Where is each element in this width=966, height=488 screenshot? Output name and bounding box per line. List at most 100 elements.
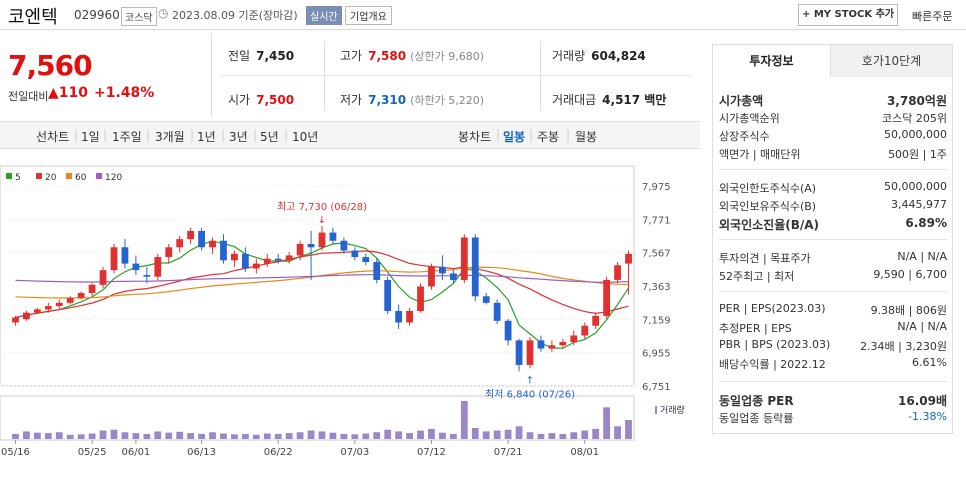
price-chart[interactable]: 5 20 60 120 7,975 7,771 7,567 7,363 7,159 6,955 6… bbox=[0, 150, 700, 485]
x-tick-label: 08/01 bbox=[570, 447, 599, 458]
info-row-label: 외국인한도주식수(A) bbox=[719, 182, 817, 195]
tab-order-book-10[interactable]: 호가10단계 bbox=[831, 45, 952, 77]
info-row-value: 3,445,977 bbox=[891, 198, 947, 211]
candle-body bbox=[428, 266, 435, 287]
tab-10year[interactable]: 10년 bbox=[292, 130, 319, 144]
info-divider bbox=[719, 169, 947, 170]
x-tick-label: 07/12 bbox=[417, 447, 446, 458]
candlestick-chart-svg: 5 20 60 120 7,975 7,771 7,567 7,363 7,159 6,955 6… bbox=[0, 165, 685, 458]
info-row: 동일업종 PER 16.09배 bbox=[719, 391, 947, 409]
tab-1year[interactable]: 1년 bbox=[197, 130, 216, 144]
volume-bar bbox=[493, 430, 501, 439]
stat-open: 시가 7,500 bbox=[228, 93, 295, 107]
y-tick-label: 7,159 bbox=[642, 315, 671, 326]
candle-body bbox=[154, 257, 162, 277]
tab-1week[interactable]: 1주일 bbox=[112, 130, 142, 144]
low-price-label: 최저 6,840 (07/26) bbox=[485, 388, 575, 400]
volume-label: 거래량 bbox=[660, 404, 685, 416]
volume-bar bbox=[449, 433, 457, 439]
tab-3month[interactable]: 3개월 bbox=[155, 130, 185, 144]
ma120-line bbox=[15, 274, 629, 283]
tab-weekly[interactable]: 주봉 bbox=[537, 130, 560, 144]
x-tick-label: 07/21 bbox=[494, 447, 523, 458]
candle-body bbox=[406, 311, 413, 323]
volume-bar bbox=[603, 407, 611, 439]
candle-body bbox=[143, 275, 151, 277]
volume-bar bbox=[12, 433, 19, 439]
candle-body bbox=[99, 270, 107, 285]
volume-bar bbox=[614, 426, 621, 439]
candle-body bbox=[515, 340, 523, 365]
info-tabs: 투자정보 호가10단계 bbox=[713, 45, 952, 77]
tab-daily[interactable]: 일봉 bbox=[503, 130, 526, 144]
candle-body bbox=[417, 286, 424, 311]
y-tick-label: 6,751 bbox=[642, 382, 671, 393]
candle-body bbox=[548, 345, 556, 349]
info-row-label: 외국인소진율(B/A) bbox=[719, 218, 820, 232]
current-price-panel: 7,560 전일대비 ▲110 +1.48% bbox=[0, 33, 212, 117]
volume-bar bbox=[77, 434, 85, 439]
candle-body bbox=[570, 335, 578, 343]
tab-3year[interactable]: 3년 bbox=[229, 130, 248, 144]
company-overview-dropdown[interactable]: 기업개요 bbox=[345, 6, 392, 25]
volume-bar bbox=[187, 433, 195, 439]
volume-bar bbox=[110, 429, 118, 439]
volume-bar bbox=[55, 432, 63, 439]
volume-bar bbox=[384, 429, 392, 439]
info-row: 시가총액순위 코스닥 205위 bbox=[719, 109, 947, 127]
volume-bar bbox=[220, 433, 227, 439]
candle-body bbox=[559, 342, 567, 346]
candle-body bbox=[187, 230, 195, 240]
ma60-line bbox=[15, 266, 629, 299]
info-row: 상장주식수 50,000,000 bbox=[719, 127, 947, 145]
tab-monthly[interactable]: 월봉 bbox=[575, 130, 598, 144]
quick-order-link[interactable]: 빠른주문 bbox=[912, 10, 953, 23]
tab-line-chart[interactable]: 선차트 bbox=[36, 130, 70, 144]
volume-bar bbox=[263, 433, 271, 439]
y-tick-label: 7,363 bbox=[642, 282, 671, 293]
candle-body bbox=[460, 237, 468, 280]
tab-investment-info[interactable]: 투자정보 bbox=[713, 45, 831, 77]
volume-bar bbox=[428, 428, 435, 439]
volume-bar bbox=[559, 433, 567, 439]
tab-1day[interactable]: 1일 bbox=[81, 130, 100, 144]
high-arrow-icon: ↓ bbox=[318, 215, 326, 226]
tab-candle-chart[interactable]: 봉차트 bbox=[458, 130, 492, 144]
info-row-value: 2.34배 | 3,230원 bbox=[860, 340, 947, 353]
info-row-label: 투자의견 | 목표주가 bbox=[719, 252, 811, 265]
volume-bar bbox=[460, 401, 468, 439]
candle-body bbox=[263, 258, 271, 264]
moving-averages bbox=[15, 240, 629, 349]
volume-bar bbox=[537, 433, 545, 439]
candle-body bbox=[296, 244, 304, 256]
legend-label-120: 120 bbox=[105, 173, 122, 183]
candle-body bbox=[471, 237, 479, 297]
tab-5year[interactable]: 5년 bbox=[260, 130, 279, 144]
info-row-value: 코스닥 205위 bbox=[882, 112, 947, 125]
info-row: 투자의견 | 목표주가 N/A | N/A bbox=[719, 249, 947, 267]
add-my-stock-button[interactable]: + MY STOCK 추가 bbox=[798, 4, 898, 26]
y-tick-label: 6,955 bbox=[642, 349, 671, 360]
volume-bar bbox=[318, 431, 326, 439]
candle-body bbox=[592, 315, 600, 326]
legend-swatch-120 bbox=[96, 173, 102, 179]
candle-body bbox=[220, 240, 227, 261]
legend-swatch-20 bbox=[36, 173, 42, 179]
y-tick-label: 7,771 bbox=[642, 215, 671, 226]
info-divider bbox=[719, 239, 947, 240]
current-price: 7,560 bbox=[8, 49, 93, 82]
divider bbox=[540, 41, 541, 111]
volume-bar bbox=[592, 428, 600, 439]
volume-bar bbox=[570, 432, 578, 439]
info-row-value: 50,000,000 bbox=[884, 128, 947, 141]
volume-bar bbox=[526, 432, 534, 439]
volume-bar bbox=[143, 433, 151, 439]
volume-bar bbox=[395, 431, 403, 439]
x-tick-label: 05/16 bbox=[1, 447, 30, 458]
stat-low: 저가 7,310 (하한가 5,220) bbox=[340, 93, 484, 107]
realtime-badge[interactable]: 실시간 bbox=[306, 6, 342, 25]
volume-bar bbox=[340, 433, 348, 439]
volume-bars: 거래량 bbox=[12, 401, 685, 439]
divider bbox=[324, 41, 325, 111]
info-row-value: 50,000,000 bbox=[884, 180, 947, 193]
